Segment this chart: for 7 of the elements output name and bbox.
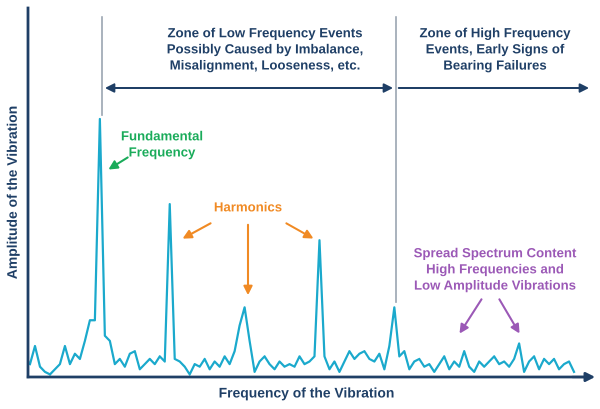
y-axis-title: Amplitude of the Vibration bbox=[6, 106, 20, 279]
text: Zone of Low Frequency Events Possibly Caused by Imbalance, Misalignment, Looseness, etc. bbox=[168, 28, 362, 72]
annotation: Harmonics bbox=[214, 202, 282, 212]
annotation: Fundamental Frequency bbox=[122, 130, 202, 160]
annotation: Spread Spectrum Content High Frequencies and Low Amplitude Vibrations bbox=[414, 248, 576, 292]
text: Zone of High Frequency Events, Early Signs of Bearing Failures bbox=[420, 28, 570, 72]
x-axis-title: Frequency of the Vibration bbox=[220, 387, 394, 400]
